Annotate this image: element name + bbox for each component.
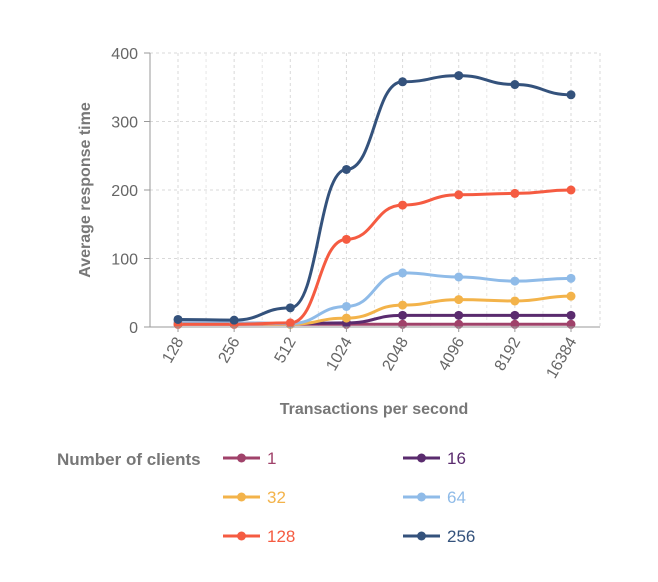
data-point-256 xyxy=(454,71,464,81)
x-tick-label: 16384 xyxy=(543,334,580,381)
legend-marker xyxy=(237,453,246,463)
legend: 1 16 32 64 128 256 xyxy=(223,449,475,546)
x-tick-label: 128 xyxy=(159,334,187,366)
data-point-64 xyxy=(398,268,408,278)
legend-item-32[interactable]: 32 xyxy=(223,488,286,507)
data-point-32 xyxy=(341,313,351,323)
y-tick-labels: 0 100 200 300 400 xyxy=(111,46,138,337)
data-point-256 xyxy=(341,164,351,174)
legend-label: 1 xyxy=(267,449,276,468)
x-tick-label: 8192 xyxy=(492,334,525,373)
grid-lines xyxy=(150,52,601,327)
legend-marker xyxy=(417,492,426,502)
data-point-256 xyxy=(566,90,576,100)
y-tick-label: 300 xyxy=(111,115,138,132)
data-point-128 xyxy=(398,200,408,210)
data-point-64 xyxy=(566,273,576,283)
data-point-256 xyxy=(229,315,239,325)
y-tick-label: 200 xyxy=(111,183,138,200)
y-axis-title: Average response time xyxy=(77,102,94,278)
data-point-128 xyxy=(510,188,520,198)
series-lines xyxy=(177,74,572,326)
x-tick-label: 4096 xyxy=(436,334,469,373)
data-point-16 xyxy=(510,310,520,320)
data-point-64 xyxy=(454,272,464,282)
x-tick-label: 512 xyxy=(272,334,300,366)
legend-title: Number of clients xyxy=(57,450,201,469)
x-tick-labels: 128 256 512 1024 2048 4096 8192 16384 xyxy=(159,334,580,381)
data-point-32 xyxy=(454,295,464,305)
x-tick-label: 1024 xyxy=(323,334,356,373)
data-point-128 xyxy=(566,185,576,195)
legend-marker xyxy=(237,492,246,502)
data-point-32 xyxy=(566,291,576,301)
y-tick-label: 0 xyxy=(129,320,138,337)
data-point-32 xyxy=(398,300,408,310)
series-line-256 xyxy=(177,74,572,322)
legend-item-128[interactable]: 128 xyxy=(223,527,295,546)
data-point-256 xyxy=(398,77,408,87)
data-point-16 xyxy=(566,310,576,320)
data-point-64 xyxy=(341,301,351,311)
legend-label: 32 xyxy=(267,488,286,507)
data-point-16 xyxy=(398,310,408,320)
data-point-128 xyxy=(285,318,295,328)
data-point-256 xyxy=(510,80,520,90)
legend-label: 256 xyxy=(447,527,475,546)
data-point-64 xyxy=(510,276,520,286)
axes xyxy=(144,52,600,332)
data-point-16 xyxy=(454,310,464,320)
data-point-256 xyxy=(285,303,295,313)
legend-item-1[interactable]: 1 xyxy=(223,449,276,468)
x-tick-label: 2048 xyxy=(380,334,413,373)
legend-item-64[interactable]: 64 xyxy=(403,488,466,507)
data-point-128 xyxy=(341,234,351,244)
legend-marker xyxy=(417,531,426,541)
x-tick-label: 256 xyxy=(216,334,244,366)
data-point-256 xyxy=(173,314,183,324)
y-tick-label: 400 xyxy=(111,46,138,63)
legend-item-16[interactable]: 16 xyxy=(403,449,466,468)
legend-marker xyxy=(237,531,246,541)
legend-item-256[interactable]: 256 xyxy=(403,527,475,546)
x-axis-title: Transactions per second xyxy=(280,401,469,418)
legend-label: 16 xyxy=(447,449,466,468)
data-point-128 xyxy=(454,190,464,200)
y-tick-label: 100 xyxy=(111,252,138,269)
legend-label: 64 xyxy=(447,488,466,507)
legend-marker xyxy=(417,453,426,463)
series-line-128 xyxy=(178,188,572,326)
legend-label: 128 xyxy=(267,527,295,546)
data-point-32 xyxy=(510,296,520,306)
